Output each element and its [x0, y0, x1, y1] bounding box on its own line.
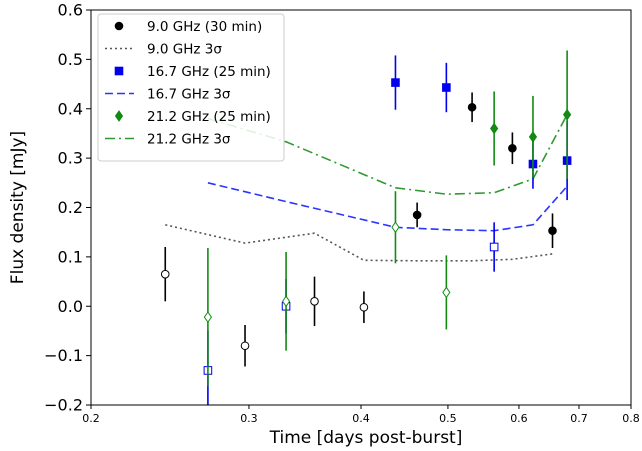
x-tick-label: 0.2	[82, 412, 100, 425]
data-point	[489, 242, 499, 252]
x-axis-title: Time [days post-burst]	[269, 428, 463, 448]
x-tick-label: 0.7	[570, 412, 588, 425]
data-points	[160, 50, 572, 405]
series-layer	[160, 50, 572, 405]
legend-label: 21.2 GHz 3σ	[147, 132, 231, 148]
y-tick-label: 0.4	[58, 99, 83, 118]
y-tick-label: −0.2	[44, 396, 83, 415]
y-tick-label: 0.5	[58, 50, 83, 69]
x-tick-label: 0.6	[510, 412, 528, 425]
data-point	[548, 226, 557, 236]
y-tick-label: −0.1	[44, 346, 83, 365]
y-axis-title: Flux density [mJy]	[8, 131, 28, 284]
data-point	[563, 108, 572, 121]
x-tick-label: 0.5	[439, 412, 457, 425]
data-point	[508, 143, 517, 153]
x-tick-label: 0.8	[622, 412, 640, 425]
data-point	[240, 341, 250, 351]
data-point	[391, 78, 400, 87]
data-point	[442, 83, 451, 92]
data-point	[490, 122, 499, 135]
threshold-line-1	[165, 224, 553, 262]
legend-marker	[114, 21, 124, 31]
y-tick-label: 0.1	[58, 247, 83, 266]
y-tick-label: 0.6	[58, 1, 83, 20]
legend-label: 9.0 GHz 3σ	[147, 42, 222, 58]
legend-label: 21.2 GHz (25 min)	[147, 109, 271, 125]
data-point	[412, 210, 422, 220]
x-tick-label: 0.3	[240, 412, 258, 425]
y-tick-label: 0.3	[58, 149, 83, 168]
legend-label: 9.0 GHz (30 min)	[147, 19, 262, 35]
threshold-line-3	[207, 182, 568, 232]
y-tick-label: 0.0	[58, 297, 83, 316]
y-tick-label: 0.2	[58, 198, 83, 217]
legend-label: 16.7 GHz (25 min)	[147, 64, 271, 80]
data-point	[310, 297, 319, 306]
x-tick-label: 0.4	[352, 412, 370, 425]
data-point	[160, 269, 170, 279]
legend-marker	[114, 66, 124, 76]
legend-box	[97, 13, 285, 162]
axis-ticks: −0.2 −0.1 0.0 0.1 0.2 0.3 0.4 0.5 0.6 0.2 0.3 0.4 0.…	[44, 1, 640, 426]
data-point	[281, 295, 291, 308]
data-point	[442, 286, 451, 299]
legend-label: 16.7 GHz 3σ	[147, 87, 231, 103]
data-point	[467, 102, 477, 112]
data-point	[359, 302, 369, 312]
legend: 9.0 GHz (30 min) 9.0 GHz 3σ 16.7 GHz (25 m…	[97, 13, 285, 162]
data-point	[528, 131, 538, 143]
data-point	[391, 221, 400, 234]
legend-marker	[114, 110, 124, 122]
data-point	[203, 311, 213, 323]
